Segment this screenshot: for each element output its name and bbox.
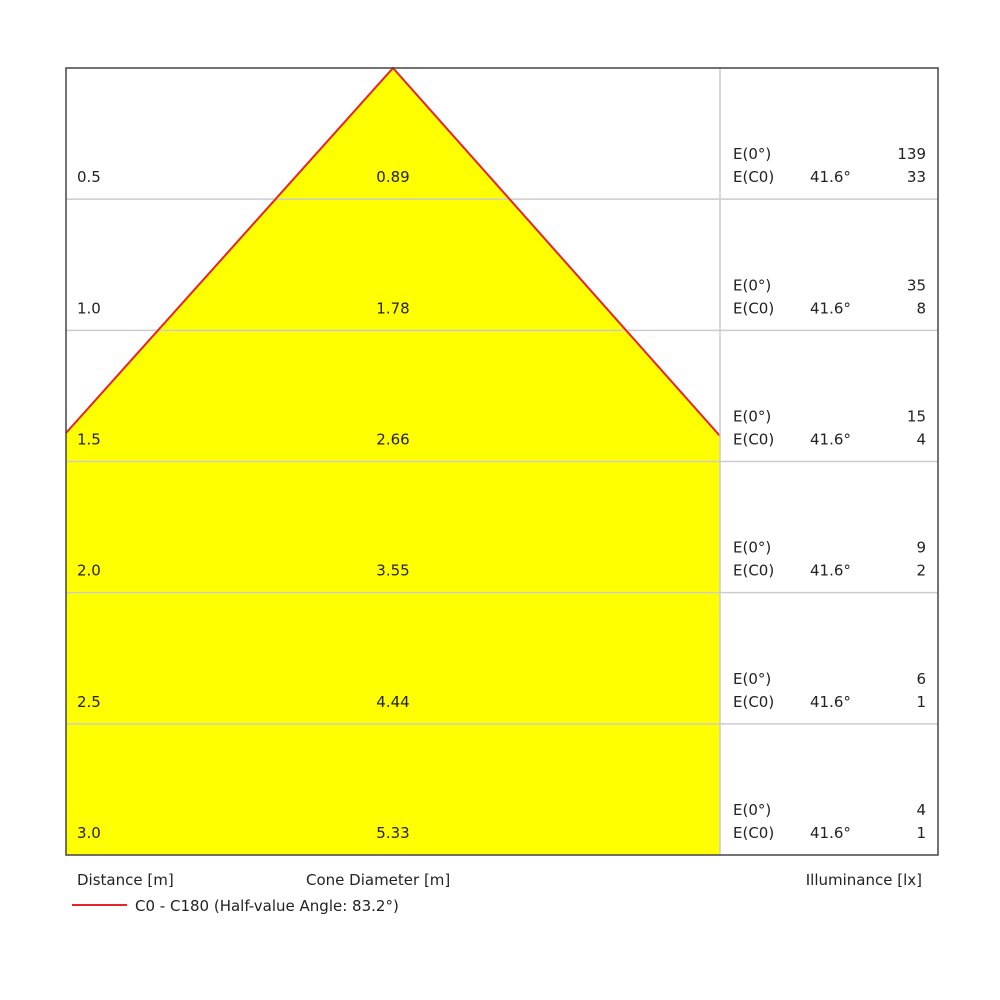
grid: [66, 198, 938, 725]
ec0-angle: 41.6°: [810, 168, 851, 186]
e0-value: 4: [916, 801, 926, 819]
distance: 0.5: [77, 168, 101, 186]
footer-illuminance: Illuminance [lx]: [806, 871, 922, 889]
distance: 2.0: [77, 562, 101, 580]
footer-diameter: Cone Diameter [m]: [306, 871, 450, 889]
distance: 1.5: [77, 431, 101, 449]
e0-value: 35: [907, 276, 926, 294]
distance: 2.5: [77, 693, 101, 711]
rows: 0.5 0.89 E(0°) 139 E(C0) 41.6° 33 1.0 1.78 E(0°) 3…: [77, 145, 926, 842]
frame: [65, 67, 939, 856]
ec0-value: 4: [916, 431, 926, 449]
diameter: 2.66: [376, 431, 409, 449]
ec0-label: E(C0): [733, 693, 774, 711]
ec0-label: E(C0): [733, 562, 774, 580]
ec0-value: 1: [916, 824, 926, 842]
ec0-angle: 41.6°: [810, 431, 851, 449]
diameter: 4.44: [376, 693, 409, 711]
ec0-angle: 41.6°: [810, 562, 851, 580]
ec0-label: E(C0): [733, 168, 774, 186]
diameter: 3.55: [376, 562, 409, 580]
ec0-value: 8: [916, 299, 926, 317]
e0-value: 15: [907, 408, 926, 426]
ec0-value: 2: [916, 562, 926, 580]
e0-label: E(0°): [733, 145, 771, 163]
ec0-angle: 41.6°: [810, 824, 851, 842]
e0-label: E(0°): [733, 539, 771, 557]
diameter: 0.89: [376, 168, 409, 186]
distance: 1.0: [77, 299, 101, 317]
ec0-value: 33: [907, 168, 926, 186]
e0-value: 6: [916, 670, 926, 688]
diameter: 1.78: [376, 299, 409, 317]
distance: 3.0: [77, 824, 101, 842]
e0-value: 9: [916, 539, 926, 557]
e0-value: 139: [897, 145, 926, 163]
ec0-angle: 41.6°: [810, 693, 851, 711]
ec0-angle: 41.6°: [810, 299, 851, 317]
ec0-value: 1: [916, 693, 926, 711]
legend-label: C0 - C180 (Half-value Angle: 83.2°): [135, 897, 399, 915]
ec0-label: E(C0): [733, 431, 774, 449]
footer-distance: Distance [m]: [77, 871, 174, 889]
ec0-label: E(C0): [733, 299, 774, 317]
ec0-label: E(C0): [733, 824, 774, 842]
e0-label: E(0°): [733, 670, 771, 688]
diameter: 5.33: [376, 824, 409, 842]
e0-label: E(0°): [733, 408, 771, 426]
e0-label: E(0°): [733, 276, 771, 294]
e0-label: E(0°): [733, 801, 771, 819]
